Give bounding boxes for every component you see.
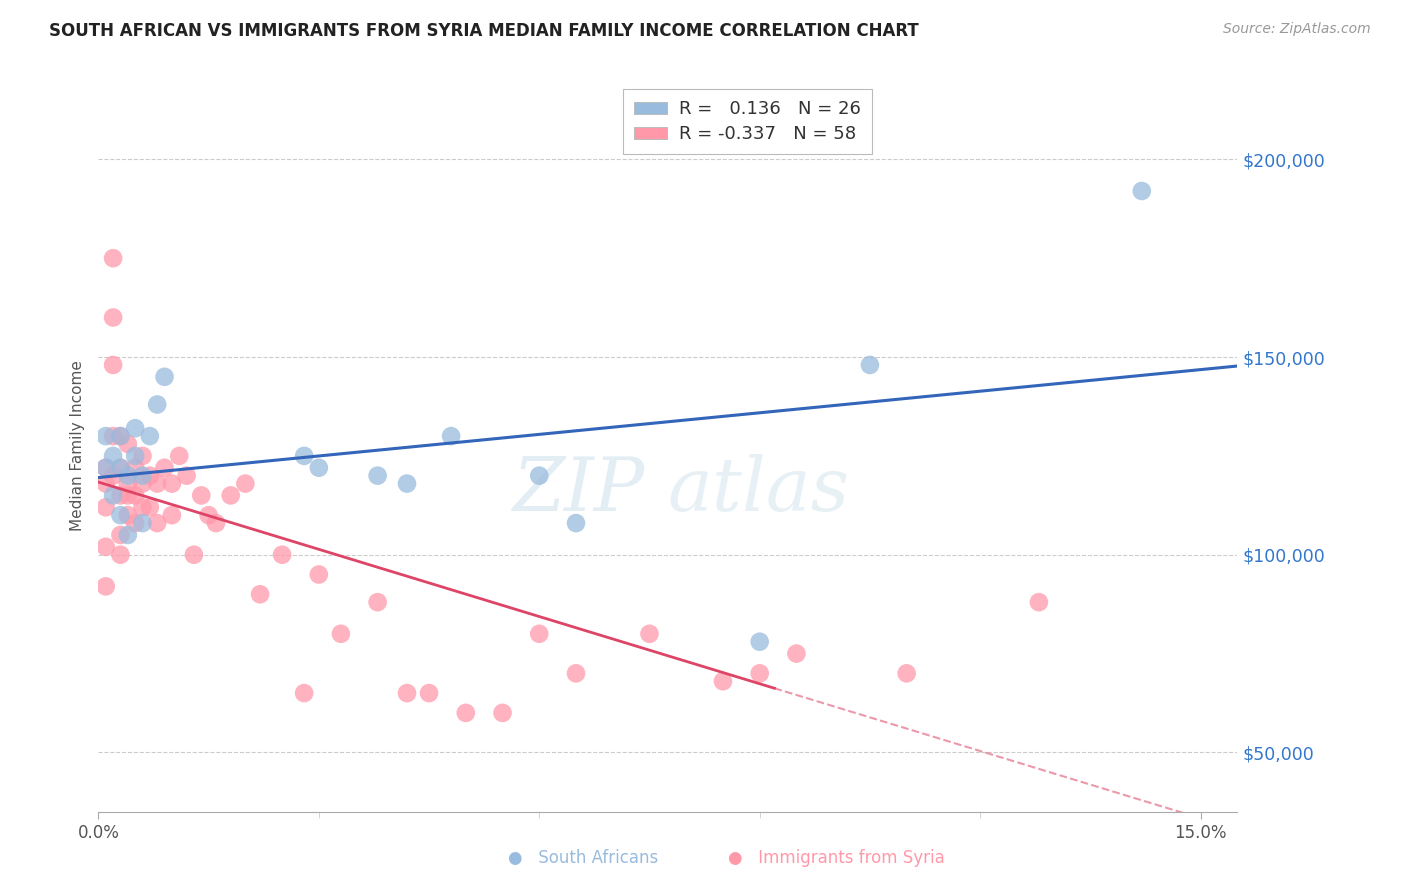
Point <box>160 508 183 523</box>
Point <box>1130 184 1153 198</box>
Point <box>308 567 330 582</box>
Text: SOUTH AFRICAN VS IMMIGRANTS FROM SYRIA MEDIAN FAMILY INCOME CORRELATION CHART: SOUTH AFRICAN VS IMMIGRANTS FROM SYRIA M… <box>49 22 920 40</box>
Point <box>190 488 212 502</box>
Text: atlas: atlas <box>668 454 851 526</box>
Point <box>94 460 117 475</box>
Point <box>124 449 146 463</box>
Point <box>139 429 162 443</box>
Point <box>160 476 183 491</box>
Point <box>292 449 315 463</box>
Point <box>101 449 124 463</box>
Point <box>117 488 139 502</box>
Point <box>153 460 176 475</box>
Point <box>1028 595 1050 609</box>
Point <box>110 429 132 443</box>
Point <box>110 488 132 502</box>
Point <box>124 516 146 530</box>
Point <box>529 627 551 641</box>
Text: ●   Immigrants from Syria: ● Immigrants from Syria <box>728 849 945 867</box>
Point <box>94 500 117 515</box>
Point <box>131 516 153 530</box>
Point <box>110 548 132 562</box>
Point <box>440 429 463 443</box>
Point <box>117 528 139 542</box>
Point <box>183 548 205 562</box>
Point <box>94 429 117 443</box>
Point <box>146 516 169 530</box>
Point <box>176 468 198 483</box>
Point <box>249 587 271 601</box>
Point <box>124 488 146 502</box>
Point <box>101 310 124 325</box>
Point <box>139 468 162 483</box>
Text: Source: ZipAtlas.com: Source: ZipAtlas.com <box>1223 22 1371 37</box>
Point <box>110 528 132 542</box>
Point <box>896 666 918 681</box>
Point <box>117 476 139 491</box>
Point <box>139 500 162 515</box>
Point <box>131 468 153 483</box>
Point <box>271 548 294 562</box>
Point <box>117 508 139 523</box>
Point <box>101 358 124 372</box>
Point <box>124 421 146 435</box>
Point <box>110 508 132 523</box>
Point <box>94 579 117 593</box>
Point <box>110 429 132 443</box>
Point <box>117 437 139 451</box>
Text: ●   South Africans: ● South Africans <box>509 849 658 867</box>
Point <box>110 460 132 475</box>
Point <box>529 468 551 483</box>
Legend: R =   0.136   N = 26, R = -0.337   N = 58: R = 0.136 N = 26, R = -0.337 N = 58 <box>623 89 872 154</box>
Point <box>101 251 124 265</box>
Point <box>785 647 807 661</box>
Point <box>235 476 257 491</box>
Point <box>565 666 588 681</box>
Point <box>117 468 139 483</box>
Point <box>197 508 219 523</box>
Point <box>859 358 882 372</box>
Point <box>638 627 661 641</box>
Point <box>491 706 513 720</box>
Point <box>219 488 242 502</box>
Point <box>395 686 418 700</box>
Point <box>146 397 169 411</box>
Y-axis label: Median Family Income: Median Family Income <box>70 360 86 532</box>
Point <box>94 476 117 491</box>
Point <box>748 666 770 681</box>
Point <box>308 460 330 475</box>
Point <box>146 476 169 491</box>
Point <box>101 429 124 443</box>
Point <box>711 674 734 689</box>
Point <box>101 488 124 502</box>
Point <box>367 468 389 483</box>
Point <box>167 449 190 463</box>
Point <box>418 686 440 700</box>
Point <box>131 476 153 491</box>
Point <box>748 634 770 648</box>
Point <box>454 706 477 720</box>
Point <box>110 460 132 475</box>
Point <box>395 476 418 491</box>
Point <box>131 449 153 463</box>
Point <box>292 686 315 700</box>
Text: ZIP: ZIP <box>513 454 645 526</box>
Point <box>94 460 117 475</box>
Point <box>101 468 124 483</box>
Point <box>124 460 146 475</box>
Point <box>205 516 228 530</box>
Point <box>367 595 389 609</box>
Point <box>565 516 588 530</box>
Point <box>329 627 352 641</box>
Point <box>131 500 153 515</box>
Point <box>153 369 176 384</box>
Point <box>94 540 117 554</box>
